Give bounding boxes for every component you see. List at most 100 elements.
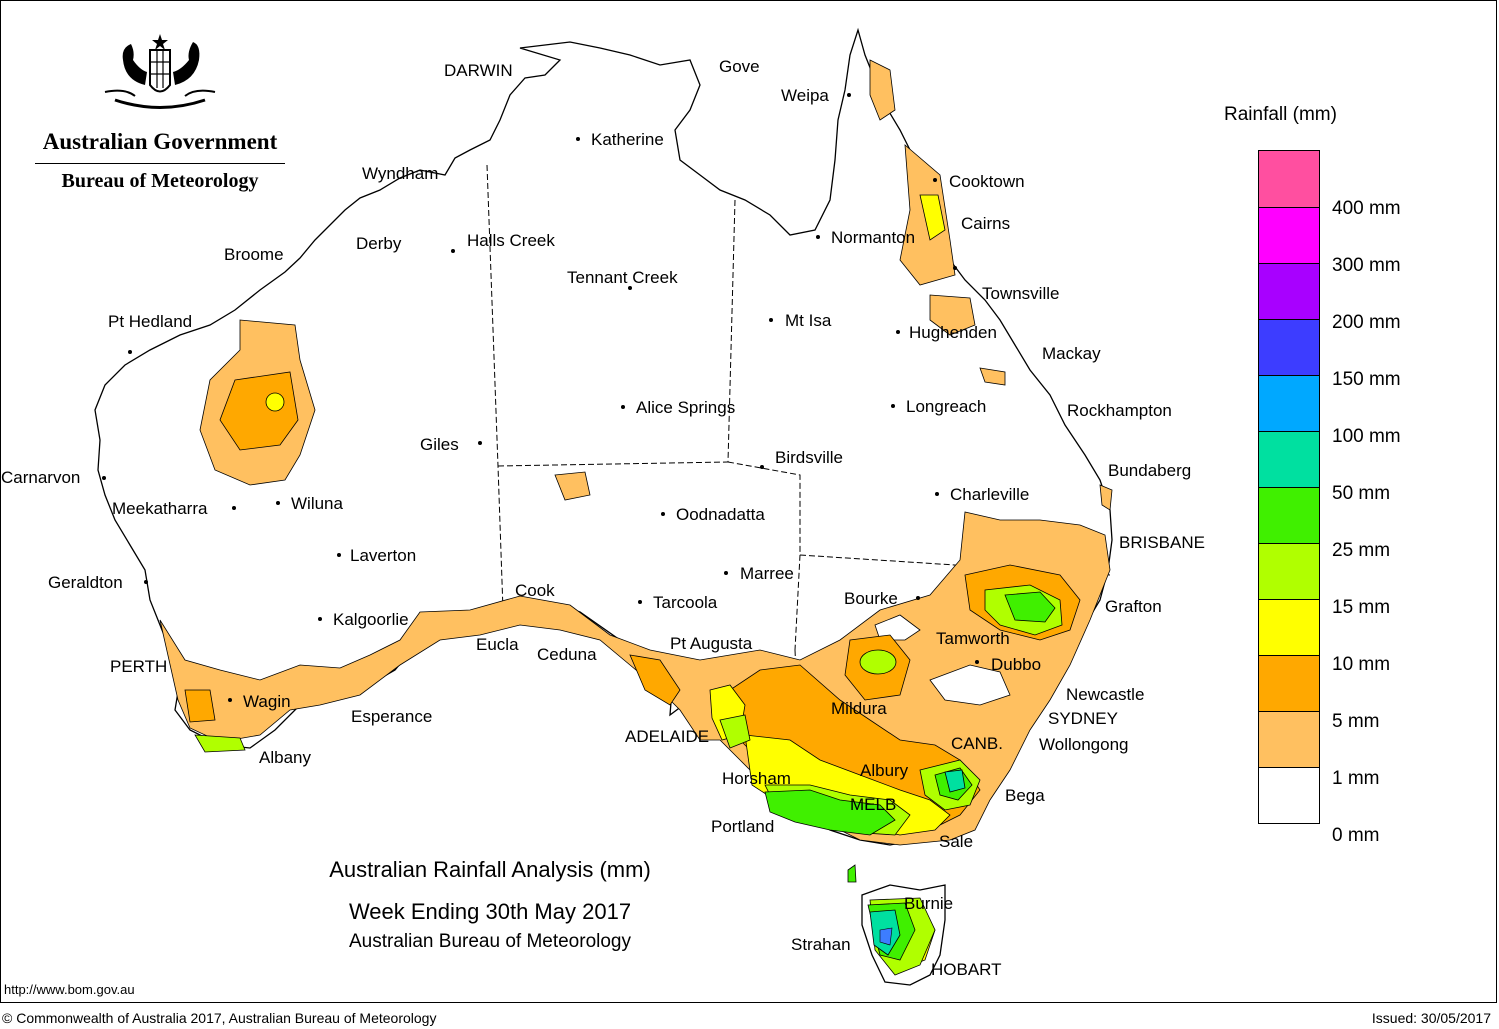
city-label: Carnarvon [1, 468, 80, 487]
coat-of-arms-emblem [104, 34, 216, 109]
city-label: Eucla [476, 635, 519, 654]
city-label: Cooktown [949, 172, 1025, 191]
city-label: Bourke [844, 589, 898, 608]
city-markers [102, 93, 979, 702]
city-label: Bega [1005, 786, 1045, 805]
rainfall-legend [1258, 150, 1320, 824]
city-label: Townsville [982, 284, 1059, 303]
map-subtitle: Week Ending 30th May 2017 [348, 899, 632, 924]
legend-label: 10 mm [1332, 654, 1391, 675]
legend-label: 100 mm [1332, 426, 1401, 447]
city-label: SYDNEY [1048, 709, 1118, 728]
city-label: HOBART [931, 960, 1002, 979]
city-label: Albury [860, 761, 909, 780]
city-label: Sale [939, 832, 973, 851]
city-label: DARWIN [444, 61, 513, 80]
city-label: Wagin [243, 692, 291, 711]
legend-swatch [1259, 207, 1319, 263]
city-label: Alice Springs [636, 398, 735, 417]
city-label: CANB. [951, 734, 1003, 753]
city-label: Bundaberg [1108, 461, 1191, 480]
city-label: Geraldton [48, 573, 123, 592]
bom-url[interactable]: http://www.bom.gov.au [4, 982, 135, 997]
city-label: BRISBANE [1119, 533, 1205, 552]
city-label: Pt Hedland [108, 312, 192, 331]
city-label: Gove [719, 57, 760, 76]
legend-label: 150 mm [1332, 369, 1401, 390]
city-label: Meekatharra [112, 499, 208, 518]
city-label: Birdsville [775, 448, 843, 467]
issued-date: Issued: 30/05/2017 [1371, 1010, 1491, 1026]
city-label: Laverton [350, 546, 416, 565]
legend-label: 50 mm [1332, 483, 1391, 504]
city-label: Wyndham [362, 164, 438, 183]
city-label: Burnie [904, 894, 953, 913]
government-name: Australian Government [42, 129, 278, 154]
city-label: Cook [515, 581, 555, 600]
city-label: Weipa [781, 86, 829, 105]
logo-divider [35, 163, 285, 164]
map-agency: Australian Bureau of Meteorology [349, 931, 631, 952]
legend-swatch [1259, 319, 1319, 375]
city-label: Ceduna [537, 645, 597, 664]
city-label: Halls Creek [467, 231, 555, 250]
city-label: Tarcoola [653, 593, 718, 612]
city-label: Mildura [831, 699, 887, 718]
legend-swatch [1259, 487, 1319, 543]
legend-label: 0 mm [1332, 825, 1380, 846]
city-label: Horsham [722, 769, 791, 788]
government-logo: Australian Government Bureau of Meteorol… [20, 30, 300, 193]
city-label: Katherine [591, 130, 664, 149]
city-label: Wiluna [291, 494, 344, 513]
city-label: Normanton [831, 228, 915, 247]
city-label: Mt Isa [785, 311, 832, 330]
city-label: Cairns [961, 214, 1010, 233]
city-label: Rockhampton [1067, 401, 1172, 420]
city-label: Strahan [791, 935, 851, 954]
city-label: Dubbo [991, 655, 1041, 674]
city-label: Grafton [1105, 597, 1162, 616]
city-label: Charleville [950, 485, 1029, 504]
city-label: ADELAIDE [625, 727, 709, 746]
city-labels: DARWIN Gove Weipa Katherine Wyndham Cook… [1, 57, 1205, 979]
legend-swatch [1259, 543, 1319, 599]
map-frame [0, 0, 1497, 1003]
city-label: Oodnadatta [676, 505, 765, 524]
map-title: Australian Rainfall Analysis (mm) [329, 857, 651, 882]
city-label: Broome [224, 245, 284, 264]
legend-label: 15 mm [1332, 597, 1391, 618]
legend-label: 300 mm [1332, 255, 1401, 276]
legend-swatch [1259, 655, 1319, 711]
city-label: Tamworth [936, 629, 1010, 648]
rainfall-100-150mm [879, 927, 893, 946]
city-label: Portland [711, 817, 774, 836]
city-label: Mackay [1042, 344, 1101, 363]
legend-title: Rainfall (mm) [1224, 104, 1337, 125]
city-label: Esperance [351, 707, 432, 726]
city-label: Giles [420, 435, 459, 454]
city-label: Marree [740, 564, 794, 583]
legend-swatch [1259, 431, 1319, 487]
city-label: PERTH [110, 657, 167, 676]
city-label: Hughenden [909, 323, 997, 342]
city-label: MELB [850, 795, 896, 814]
legend-label: 200 mm [1332, 312, 1401, 333]
city-label: Pt Augusta [670, 634, 753, 653]
legend-label: 1 mm [1332, 768, 1380, 789]
bureau-name: Bureau of Meteorology [61, 170, 259, 192]
legend-swatch [1259, 151, 1319, 207]
city-label: Longreach [906, 397, 986, 416]
copyright-text: © Commonwealth of Australia 2017, Austra… [2, 1010, 437, 1026]
rainfall-0mm-holes [874, 614, 1011, 706]
city-label: Tennant Creek [567, 268, 678, 287]
rainfall-25-50mm [764, 591, 1056, 961]
city-label: Kalgoorlie [333, 610, 409, 629]
legend-label: 400 mm [1332, 198, 1401, 219]
legend-swatch [1259, 263, 1319, 319]
legend-swatch [1259, 711, 1319, 767]
rainfall-map: DARWIN Gove Weipa Katherine Wyndham Cook… [1, 27, 1205, 986]
legend-swatch [1259, 599, 1319, 655]
city-label: Derby [356, 234, 402, 253]
legend-swatch [1259, 375, 1319, 431]
legend-label: 5 mm [1332, 711, 1380, 732]
